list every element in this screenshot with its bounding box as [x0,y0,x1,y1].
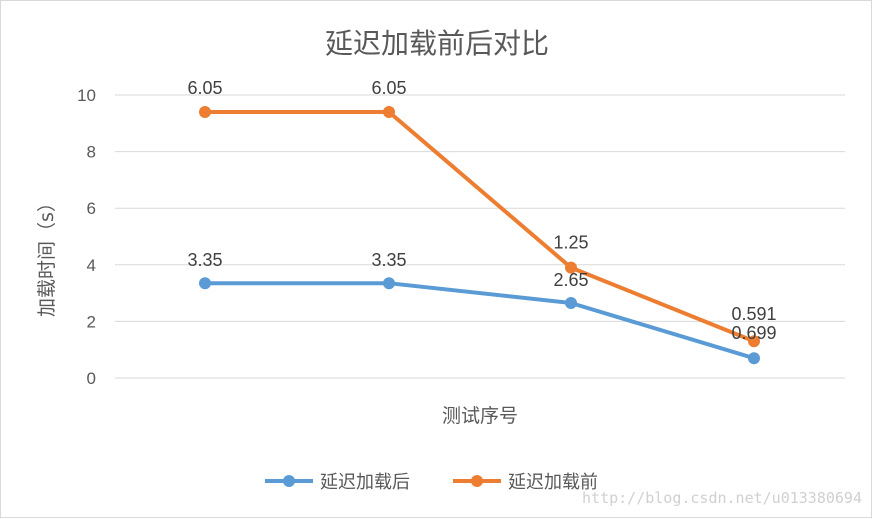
series-layer [199,105,760,365]
legend-label: 延迟加载前 [508,472,598,493]
legend: 延迟加载后 延迟加载前 [265,472,598,493]
data-label: 0.699 [731,323,776,343]
data-label: 1.25 [553,233,588,253]
y-tick-label: 8 [87,143,96,162]
watermark-text: http://blog.csdn.net/u013380694 [582,489,862,507]
data-labels: 3.35 3.35 2.65 0.699 6.05 6.05 1.25 0.591 [187,78,776,343]
series-group [199,277,760,365]
data-point [383,105,395,118]
data-label: 3.35 [371,250,406,270]
data-point [565,261,577,274]
data-label: 2.65 [553,270,588,290]
y-tick-label: 10 [77,86,96,105]
data-label: 6.05 [187,78,222,98]
data-point [199,105,211,118]
y-tick-label: 6 [87,199,96,218]
data-point [199,277,211,290]
series-line [203,109,756,344]
x-axis-title: 测试序号 [442,405,518,427]
legend-item: 延迟加载前 [453,472,598,493]
legend-marker [283,475,295,487]
chart-title: 延迟加载前后对比 [325,27,549,60]
data-point [565,297,577,310]
y-tick-label: 2 [87,312,96,331]
data-label: 6.05 [371,78,406,98]
series-group [199,105,760,348]
series-line [203,281,756,361]
y-axis-title: 加载时间（s） [36,193,58,317]
data-point [748,352,760,365]
y-axis-ticks: 0 2 4 6 8 10 [77,86,96,388]
legend-label: 延迟加载后 [320,472,410,493]
data-point [383,277,395,290]
data-point [748,335,760,348]
y-tick-label: 0 [87,369,96,388]
y-tick-label: 4 [87,256,96,275]
gridlines [115,94,845,379]
data-label: 0.591 [731,304,776,324]
legend-marker [471,475,483,487]
legend-item: 延迟加载后 [265,472,410,493]
data-label: 3.35 [187,250,222,270]
